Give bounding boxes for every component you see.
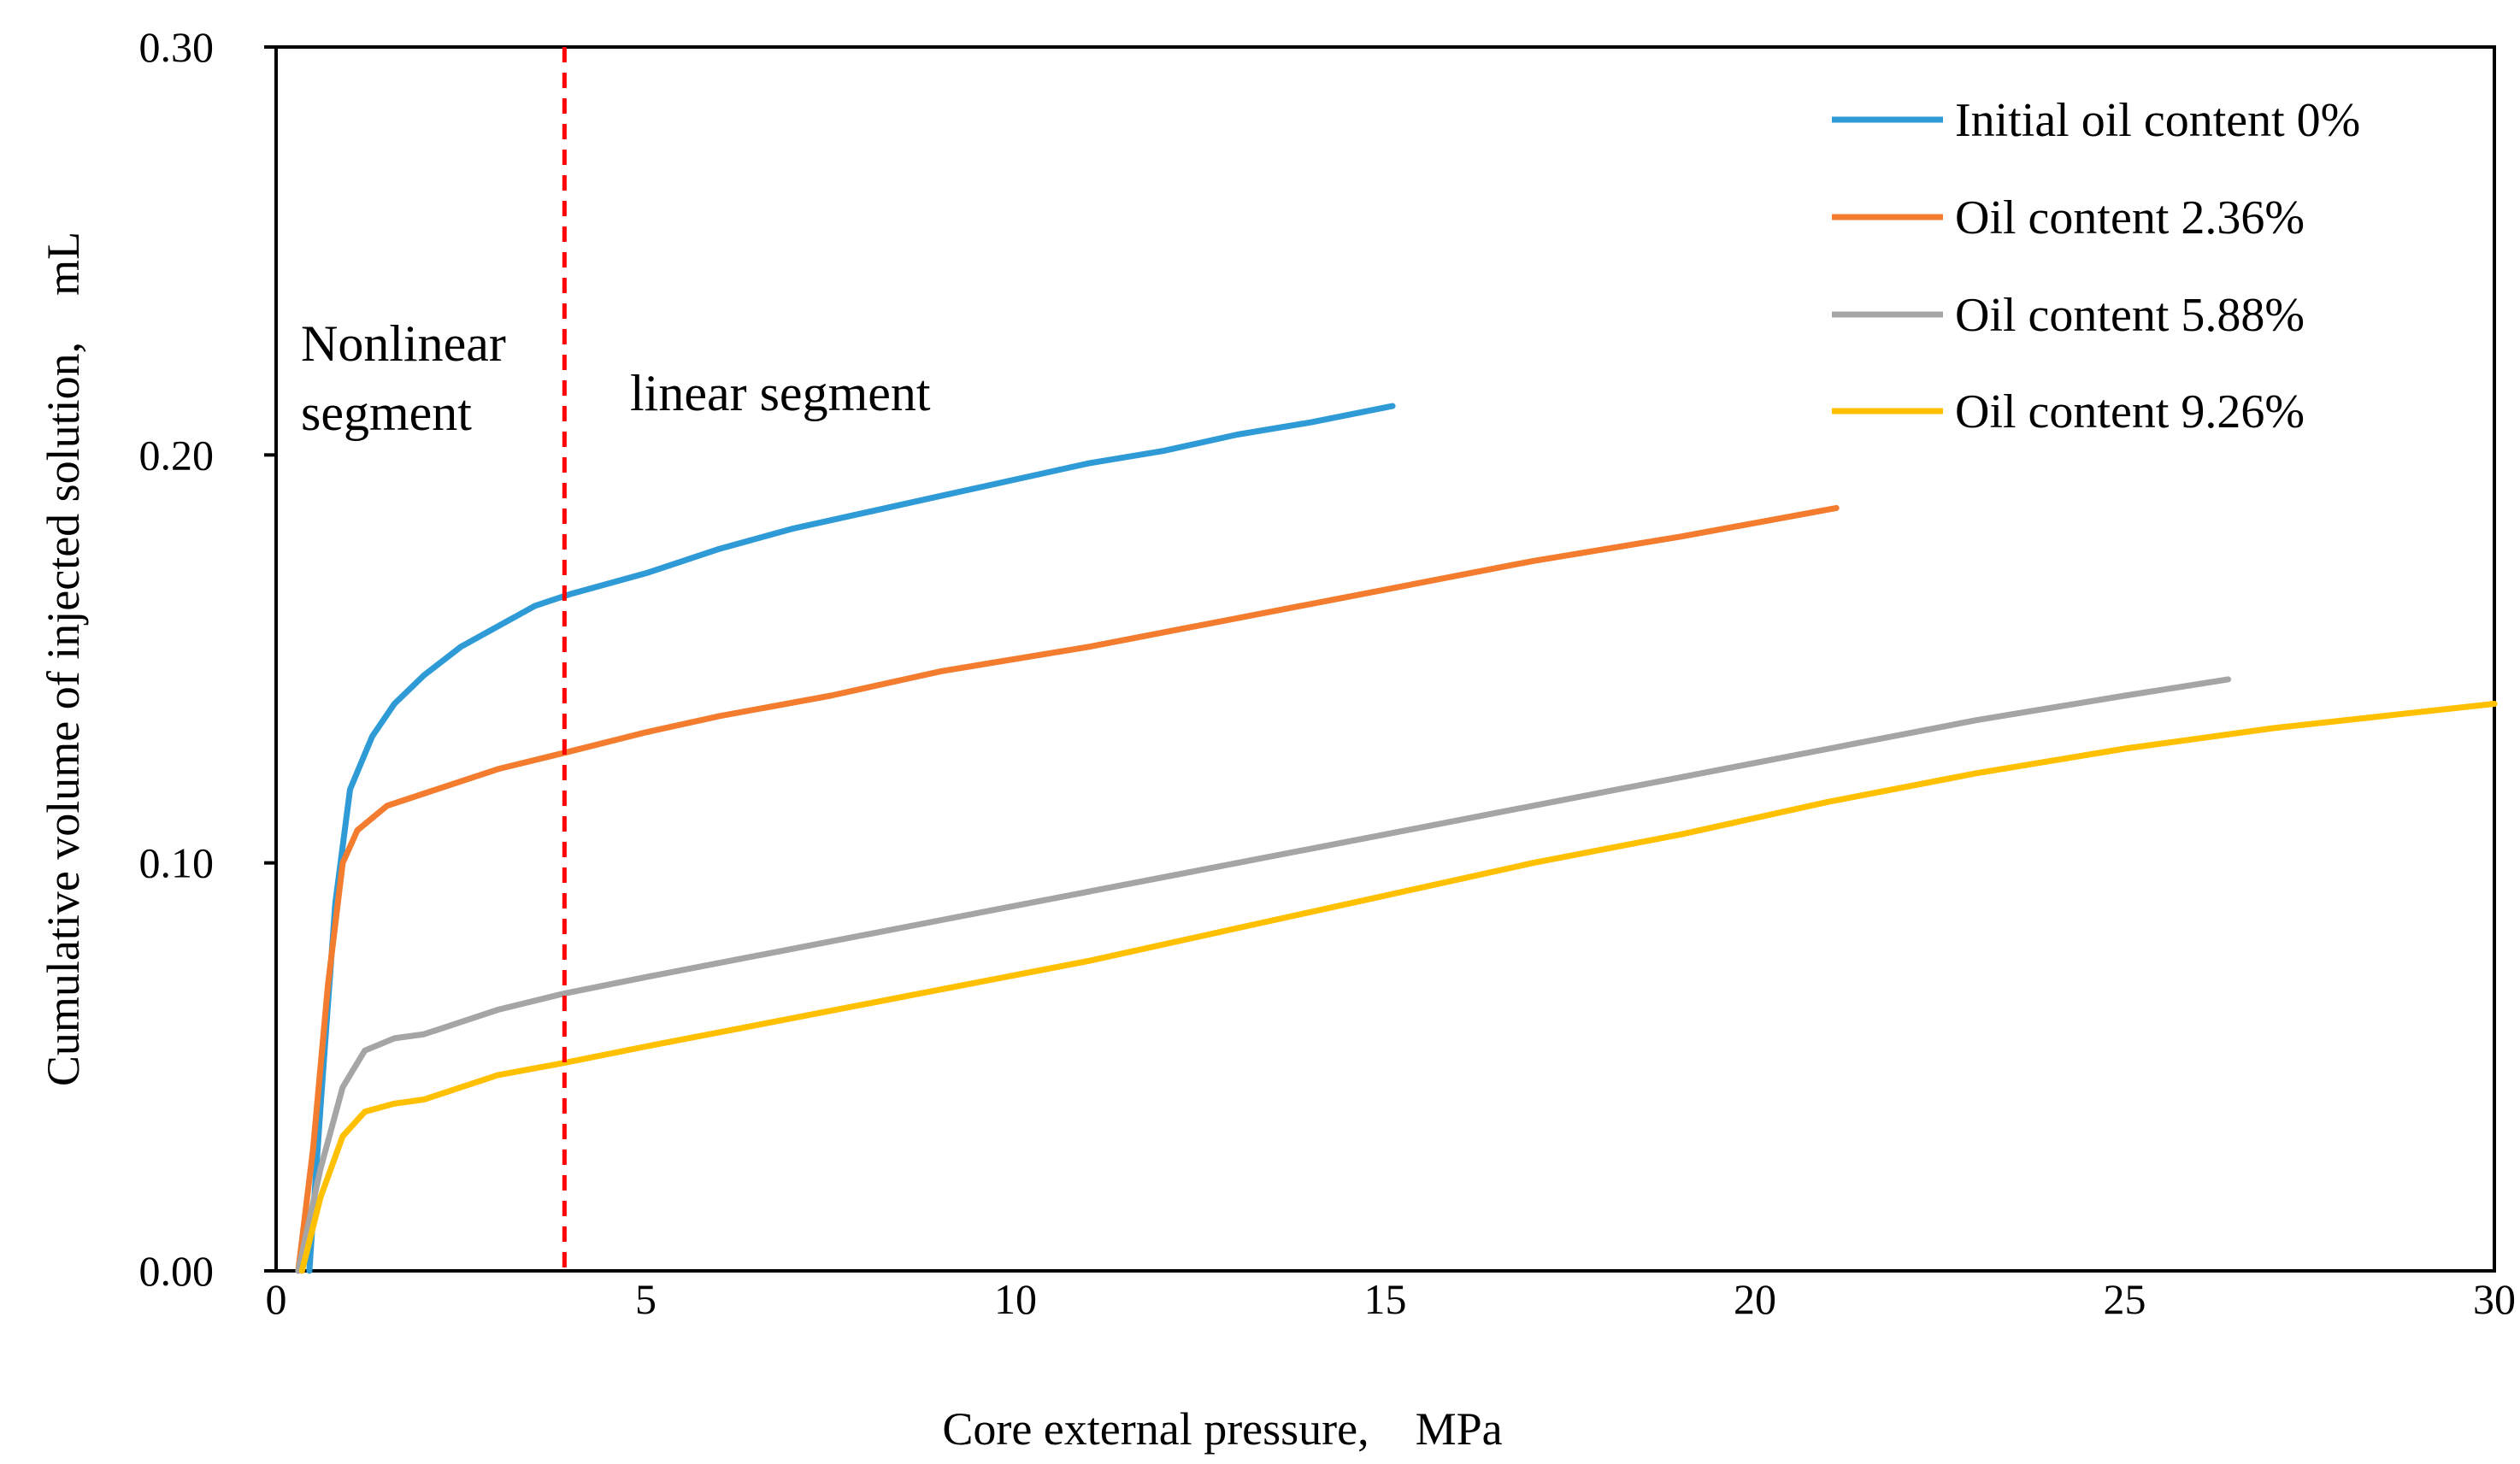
x-axis-ticks: 0 5 10 15 20 25 30: [266, 1275, 2517, 1323]
nonlinear-annotation-line2: segment: [301, 385, 472, 441]
series-line-2: [295, 504, 1840, 1274]
y-axis-ticks: 0.00 0.10 0.20 0.30: [139, 23, 276, 1295]
x-tick-label: 30: [2473, 1275, 2516, 1323]
y-tick-label: 0.00: [139, 1247, 215, 1295]
x-tick-label: 5: [635, 1275, 656, 1323]
series-line-4: [298, 701, 2498, 1274]
x-tick-label: 25: [2104, 1275, 2146, 1323]
legend-label-1: Initial oil content 0%: [1955, 94, 2360, 147]
x-tick-label: 20: [1734, 1275, 1776, 1323]
legend-label-2: Oil content 2.36%: [1955, 191, 2305, 244]
legend-label-4: Oil content 9.26%: [1955, 385, 2305, 438]
x-axis-title: Core external pressure, MPa: [942, 1403, 1502, 1455]
plot-area-frame: [274, 45, 2496, 1273]
linear-annotation: linear segment: [630, 365, 931, 421]
x-tick-label: 0: [266, 1275, 287, 1323]
series-layer: [295, 403, 2498, 1274]
y-tick-label: 0.30: [139, 23, 215, 71]
legend: Initial oil content 0% Oil content 2.36% O…: [1832, 94, 2360, 438]
legend-label-3: Oil content 5.88%: [1955, 289, 2305, 342]
y-axis-title: Cumulative volume of injected solution, …: [38, 232, 89, 1086]
y-tick-label: 0.20: [139, 431, 215, 479]
series-line-3: [295, 676, 2232, 1274]
series-line-1: [306, 403, 1396, 1274]
x-tick-label: 10: [994, 1275, 1037, 1323]
x-tick-label: 15: [1364, 1275, 1407, 1323]
y-tick-label: 0.10: [139, 839, 215, 887]
nonlinear-annotation-line1: Nonlinear: [301, 315, 506, 372]
